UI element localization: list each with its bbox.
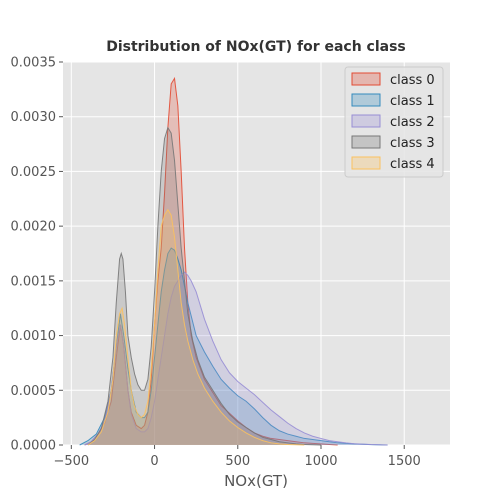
x-tick-label: −500 <box>53 454 89 469</box>
legend-swatch <box>351 156 381 170</box>
x-axis-ticks: −500 0 500 1000 1500 <box>53 445 421 469</box>
chart-title: Distribution of NOx(GT) for each class <box>106 39 406 55</box>
area-fill-class-4 <box>87 209 305 445</box>
density-line-class-1 <box>79 247 388 446</box>
x-tick-label: 0 <box>150 454 158 469</box>
density-areas <box>79 76 388 446</box>
y-tick-label: 0.0005 <box>11 384 57 399</box>
y-tick-label: 0.0025 <box>11 165 57 180</box>
y-tick-label: 0.0000 <box>11 439 57 454</box>
y-tick-label: 0.0030 <box>11 110 57 125</box>
y-tick-label: 0.0035 <box>11 56 57 71</box>
legend-label: class 1 <box>390 94 435 109</box>
legend: class 0 class 1 class 2 class 3 class 4 <box>344 66 444 178</box>
legend-label: class 4 <box>390 157 435 172</box>
legend-swatch <box>351 72 381 86</box>
y-tick-label: 0.0010 <box>11 329 57 344</box>
x-axis-label: NOx(GT) <box>224 472 288 490</box>
density-line-class-4 <box>87 208 305 446</box>
y-tick-label: 0.0020 <box>11 220 57 235</box>
area-fill-class-1 <box>79 248 388 445</box>
density-line-class-3 <box>87 126 322 446</box>
density-line-class-2 <box>84 271 388 446</box>
legend-label: class 0 <box>390 73 435 88</box>
legend-label: class 3 <box>390 136 435 151</box>
x-tick-label: 500 <box>225 454 250 469</box>
x-tick-label: 1000 <box>304 454 337 469</box>
legend-swatch <box>351 114 381 128</box>
x-tick-label: 1500 <box>388 454 421 469</box>
area-fill-class-0 <box>84 78 338 445</box>
legend-swatch <box>351 93 381 107</box>
y-tick-label: 0.0015 <box>11 274 57 289</box>
y-axis-ticks: 0.0000 0.0005 0.0010 0.0015 0.0020 0.0025 0.00… <box>11 56 63 454</box>
legend-swatch <box>351 135 381 149</box>
legend-label: class 2 <box>390 115 435 130</box>
area-fill-class-3 <box>87 127 321 445</box>
area-fill-class-2 <box>84 272 388 445</box>
